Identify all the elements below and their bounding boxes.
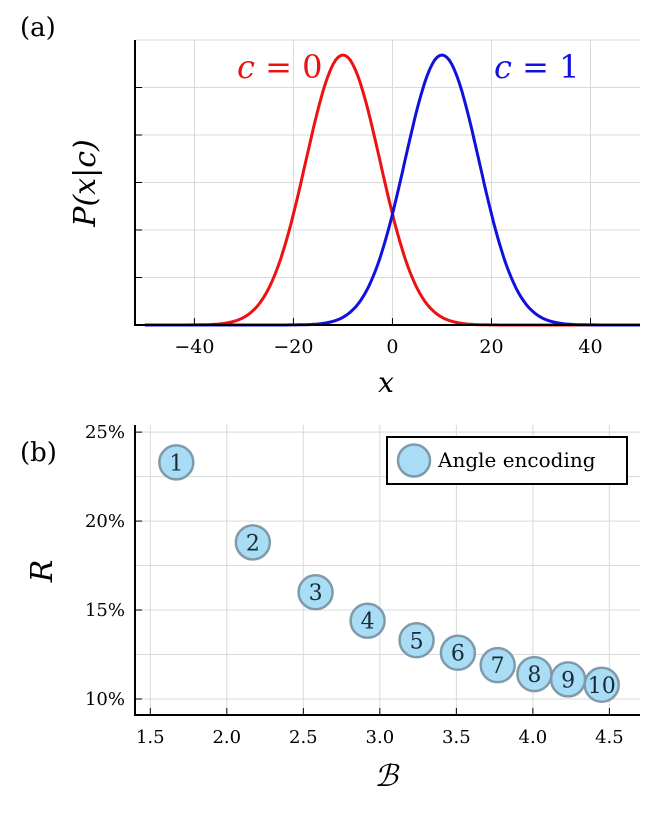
chart-b-x-axis-label: ℬ [374,759,400,794]
panel-a-label: (a) [20,13,56,43]
chart-b-point-marker [158,444,195,481]
chart-a: −40 −20 0 20 40 c = 0 c = 1 x P(x|c) [68,39,640,399]
chart-b: 1.5 2.0 2.5 3.0 3.5 4.0 4.5 10% 15% 20% 25% 1 2 3 4 5 6… [25,422,640,794]
chart-b-point: 5 [398,622,435,659]
chart-b-point: 2 [234,524,272,561]
chart-b-legend: Angle encoding [386,436,628,485]
chart-b-point-marker [234,524,272,561]
chart-b-y-tick-label: 25% [85,422,125,443]
chart-b-point: 7 [479,646,516,684]
chart-b-x-tick-label: 4.0 [519,727,548,748]
chart-b-point-marker [297,573,334,611]
chart-a-grid [135,39,640,325]
chart-b-point-marker [439,634,477,671]
chart-b-x-tick-label: 3.0 [366,727,395,748]
chart-b-point-label: 1 [169,451,183,476]
chart-b-point: 8 [516,655,553,693]
chart-a-x-tick-label: −40 [174,336,214,358]
chart-a-ticks: −40 −20 0 20 40 [135,87,603,358]
chart-a-series-label-c1: c = 1 [494,48,579,86]
chart-b-y-tick-label: 15% [85,600,125,621]
chart-b-x-tick-label: 4.5 [595,727,624,748]
legend-entry-angle-encoding: Angle encoding [437,448,596,472]
chart-b-point-label: 3 [309,581,323,606]
chart-a-x-axis-label: x [378,366,394,399]
chart-b-point: 6 [439,634,477,671]
chart-b-point-marker [479,646,516,684]
chart-b-point-label: 7 [491,654,505,679]
panel-b-label: (b) [20,438,57,468]
chart-b-point-marker [398,622,435,659]
chart-b-points: 1 2 3 4 5 6 7 8 9 10 [158,444,620,704]
chart-a-series-label-c0: c = 0 [237,48,322,86]
chart-b-point: 4 [349,602,386,639]
chart-a-x-tick-label: −20 [273,336,313,358]
chart-a-x-tick-label: 40 [578,336,602,358]
chart-b-axes [134,425,640,716]
chart-b-point-label: 6 [451,642,465,667]
chart-b-point-label: 9 [561,668,575,693]
chart-a-series-labels: c = 0 c = 1 [237,48,579,86]
chart-a-x-tick-label: 0 [386,336,398,358]
chart-b-point-label: 4 [361,610,375,635]
chart-b-ticks: 1.5 2.0 2.5 3.0 3.5 4.0 4.5 10% 15% 20% 25% [85,422,624,748]
chart-b-x-tick-label: 3.5 [442,727,471,748]
chart-b-point-label: 10 [588,674,616,699]
chart-b-point-label: 5 [410,629,424,654]
chart-b-x-tick-label: 2.0 [212,727,241,748]
legend-marker [396,443,432,478]
chart-b-x-tick-label: 2.5 [289,727,318,748]
chart-b-y-tick-label: 20% [85,511,125,532]
chart-b-point: 3 [297,573,334,611]
chart-b-y-tick-label: 10% [85,689,125,710]
chart-b-point-label: 2 [246,531,260,556]
chart-b-point: 10 [583,666,620,704]
chart-b-x-tick-label: 1.5 [136,727,165,748]
chart-a-x-tick-label: 20 [479,336,503,358]
chart-b-point-marker [349,602,386,639]
chart-b-point: 1 [158,444,195,481]
chart-a-y-axis-label: P(x|c) [68,139,103,227]
chart-b-point-label: 8 [527,663,541,688]
chart-b-point-marker [583,666,620,704]
chart-b-y-axis-label: R [25,560,60,584]
chart-b-point: 9 [549,661,587,698]
